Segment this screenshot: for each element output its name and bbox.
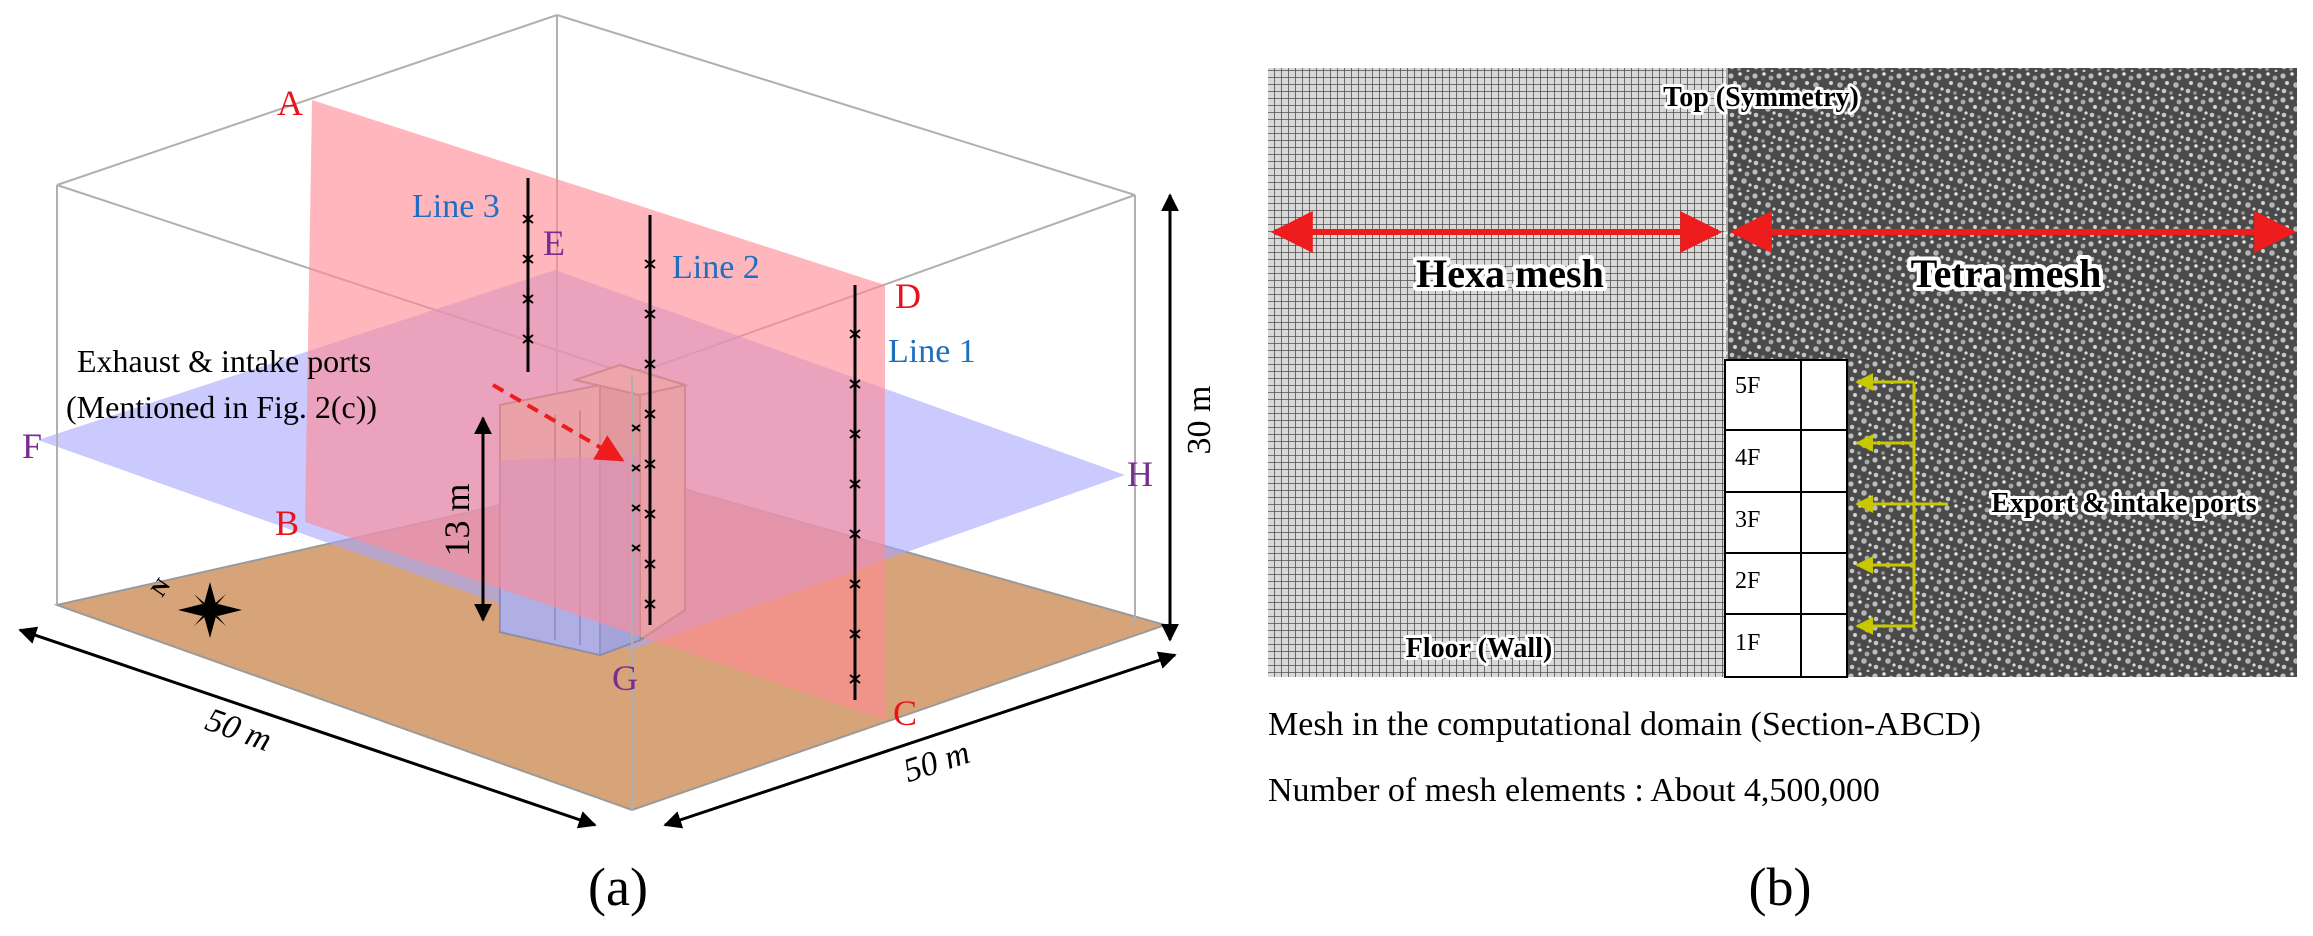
width-left-label: 50 m (201, 701, 277, 759)
ports-pointer-arrow (491, 383, 625, 462)
domain-box-front (56, 185, 1136, 810)
mesh-count-caption: Number of mesh elements : About 4,500,00… (1268, 772, 1880, 809)
building-section (1724, 359, 1848, 678)
point-H: H (1127, 454, 1153, 494)
floor-3F: 3F (1735, 507, 1760, 533)
tetra-mesh-label: Tetra mesh (1911, 251, 2102, 296)
probe-marks (522, 214, 861, 684)
floor-1F: 1F (1735, 630, 1760, 656)
mesh-caption: Mesh in the computational domain (Sectio… (1268, 706, 1981, 743)
line-2-label: Line 2 (672, 249, 760, 286)
panel-b: 5F 4F 3F 2F 1F Top (Symmetry) Hexa mesh … (1268, 68, 2297, 917)
point-A: A (277, 83, 303, 123)
point-D: D (895, 276, 921, 316)
point-G: G (612, 658, 638, 698)
ports-arrows (1855, 373, 1948, 635)
floor-wall-label: Floor (Wall) (1406, 633, 1552, 664)
ports-label-line1: Exhaust & intake ports (77, 343, 371, 379)
vertical-plane-ABCD (305, 100, 885, 720)
compass-icon (178, 582, 242, 638)
panel-a: 13 m 30 m 50 m 50 m N A B C D E F G H (18, 14, 1218, 917)
line-1-label: Line 1 (888, 333, 976, 370)
floor-4F: 4F (1735, 445, 1760, 471)
point-E: E (543, 223, 565, 263)
point-B: B (275, 503, 299, 543)
point-C: C (893, 693, 917, 733)
panel-b-label: (b) (1749, 857, 1812, 917)
ports-label-line2: (Mentioned in Fig. 2(c)) (66, 389, 377, 425)
floor-2F: 2F (1735, 568, 1760, 594)
floor-5F: 5F (1735, 373, 1760, 399)
hexa-mesh-region (1268, 68, 1726, 677)
point-F: F (22, 426, 42, 466)
width-right-dimension (663, 651, 1177, 829)
top-symmetry-label: Top (Symmetry) (1663, 82, 1859, 113)
line-3-label: Line 3 (412, 188, 500, 225)
hexa-mesh-label: Hexa mesh (1416, 251, 1604, 296)
panel-a-label: (a) (588, 857, 648, 917)
domain-height-label: 30 m (1181, 386, 1218, 455)
building-height-label: 13 m (437, 483, 477, 556)
ports-label: Export & intake ports (1991, 488, 2256, 519)
width-left-dimension (18, 626, 597, 829)
mesh-labels: Top (Symmetry) Hexa mesh Tetra mesh Floo… (1403, 79, 2260, 667)
